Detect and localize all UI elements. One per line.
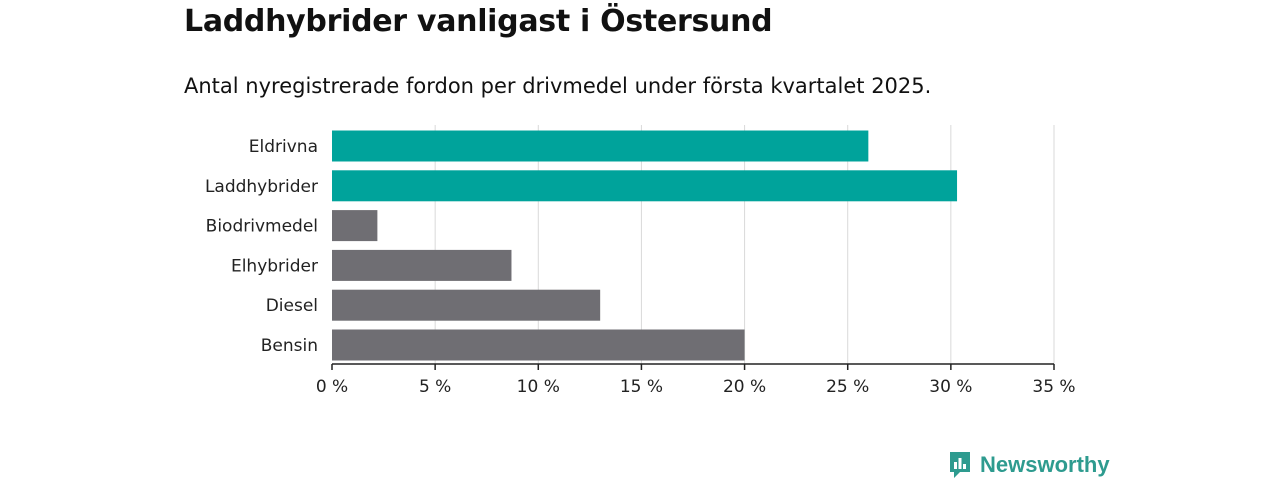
x-tick-label: 5 % [419,377,451,397]
x-axis: 0 % 5 % 10 % 15 % 20 % 25 % 30 % 35 % [316,363,1076,397]
bar-chart: Eldrivna Laddhybrider Biodrivmedel Elhybrid… [205,125,1076,397]
category-label: Biodrivmedel [206,217,318,237]
brand-name: Newsworthy [980,452,1110,477]
chart-subtitle: Antal nyregistrerade fordon per drivmede… [184,74,932,98]
newsworthy-brand: Newsworthy [948,450,1110,480]
bars [332,130,958,361]
bar [332,170,958,202]
bar [332,329,745,361]
category-label: Eldrivna [249,137,318,157]
category-label: Bensin [261,336,318,356]
newsworthy-logo-icon [950,452,970,478]
category-labels: Eldrivna Laddhybrider Biodrivmedel Elhybrid… [205,137,318,356]
x-tick-label: 35 % [1032,377,1075,397]
category-label: Laddhybrider [205,177,318,197]
x-tick-label: 30 % [929,377,972,397]
bar [332,289,601,321]
category-label: Diesel [266,296,318,316]
category-label: Elhybrider [231,256,318,276]
bar [332,130,869,162]
bar [332,210,378,242]
gridlines [434,125,1055,364]
x-tick-label: 15 % [620,377,663,397]
x-tick-label: 0 % [316,377,348,397]
x-tick-label: 10 % [517,377,560,397]
chart-title: Laddhybrider vanligast i Östersund [184,4,773,39]
x-tick-label: 25 % [826,377,869,397]
bar [332,249,512,281]
x-tick-label: 20 % [723,377,766,397]
